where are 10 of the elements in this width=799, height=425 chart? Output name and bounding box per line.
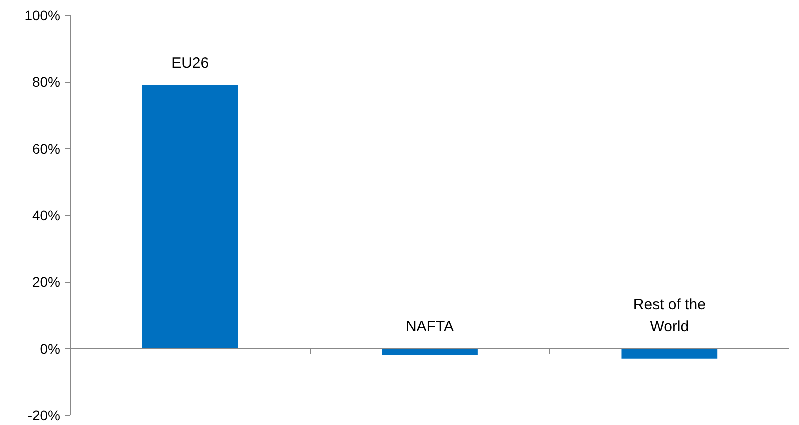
y-tick-label: 100% [24,8,61,24]
x-tick-label: NAFTA [406,318,454,336]
x-tick-label: Rest of the World [633,296,706,336]
y-tick-label: 80% [32,74,61,90]
y-tick-label: 20% [32,274,61,290]
y-tick-label: 0% [40,340,60,357]
y-tick-label: -20% [28,408,61,424]
y-tick-label: 60% [32,140,61,157]
y-tick-label: 40% [32,208,61,224]
x-tick-label: EU26 [172,55,210,72]
